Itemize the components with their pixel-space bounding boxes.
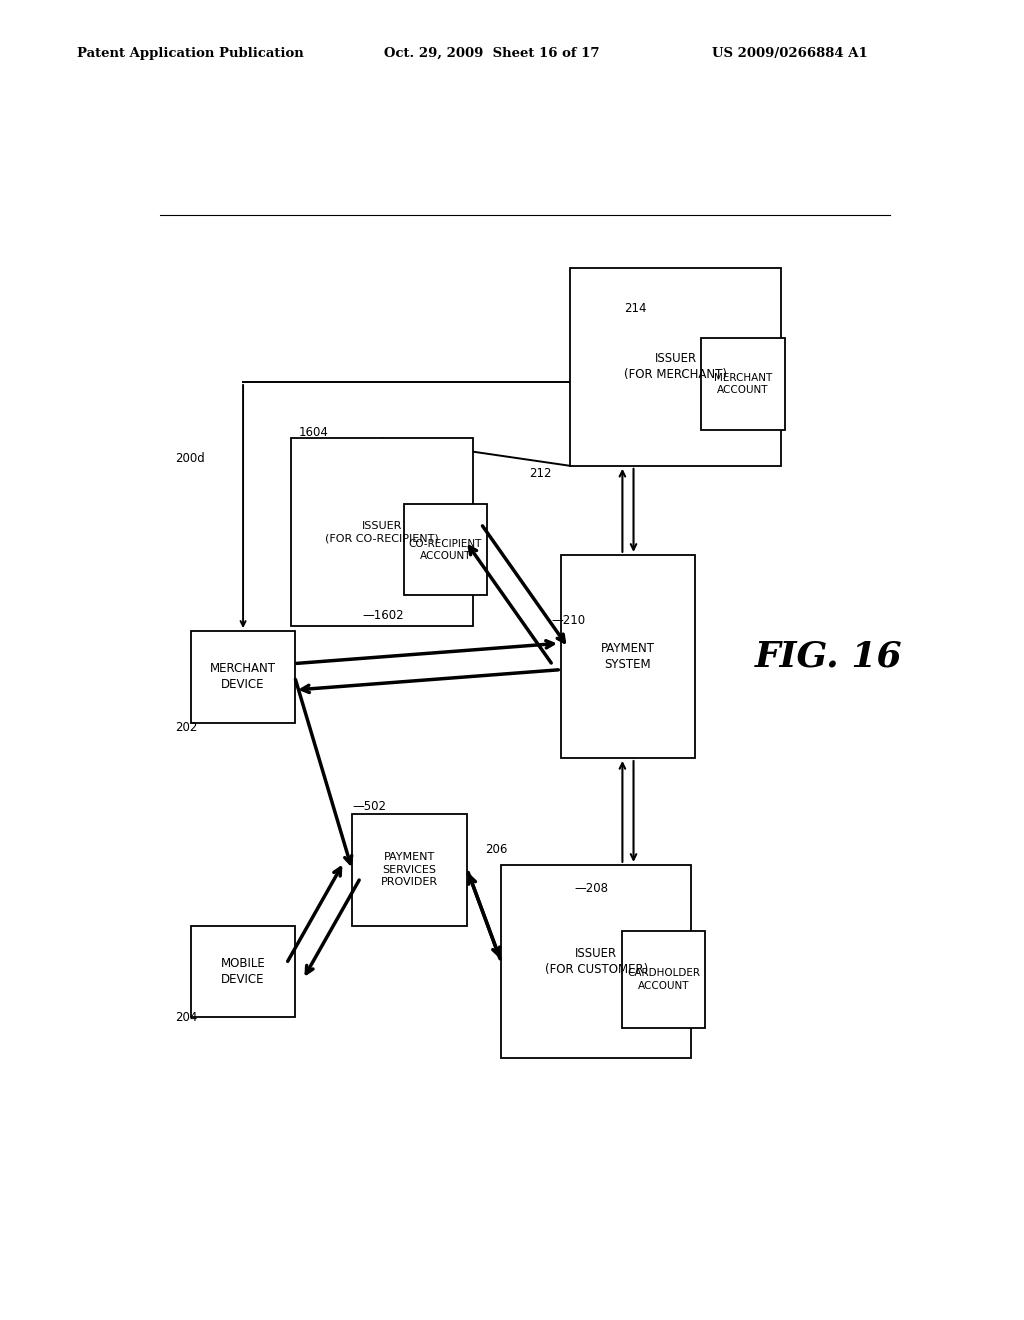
- Text: —502: —502: [352, 800, 387, 813]
- Bar: [352, 814, 467, 925]
- Text: ISSUER
(FOR MERCHANT): ISSUER (FOR MERCHANT): [624, 352, 727, 381]
- Text: CARDHOLDER
ACCOUNT: CARDHOLDER ACCOUNT: [627, 969, 700, 991]
- Bar: [501, 865, 691, 1057]
- Text: US 2009/0266884 A1: US 2009/0266884 A1: [712, 46, 867, 59]
- Text: MERCHANT
ACCOUNT: MERCHANT ACCOUNT: [714, 372, 772, 395]
- Text: 212: 212: [528, 467, 551, 480]
- Text: MOBILE
DEVICE: MOBILE DEVICE: [221, 957, 265, 986]
- Text: MERCHANT
DEVICE: MERCHANT DEVICE: [210, 663, 276, 692]
- Bar: [191, 631, 295, 722]
- Text: ISSUER
(FOR CO-RECIPIENT): ISSUER (FOR CO-RECIPIENT): [325, 521, 439, 544]
- Bar: [570, 268, 780, 466]
- Bar: [191, 925, 295, 1018]
- Text: 1604: 1604: [299, 426, 329, 440]
- Text: PAYMENT
SYSTEM: PAYMENT SYSTEM: [601, 642, 655, 671]
- Bar: [701, 338, 784, 430]
- Text: 204: 204: [176, 1011, 198, 1024]
- Text: Oct. 29, 2009  Sheet 16 of 17: Oct. 29, 2009 Sheet 16 of 17: [384, 46, 599, 59]
- Text: ISSUER
(FOR CUSTOMER): ISSUER (FOR CUSTOMER): [545, 946, 648, 975]
- Bar: [560, 554, 695, 758]
- Text: —210: —210: [552, 614, 586, 627]
- Text: —1602: —1602: [362, 610, 403, 622]
- Bar: [403, 504, 487, 595]
- Text: FIG. 16: FIG. 16: [755, 639, 902, 673]
- Bar: [622, 932, 706, 1028]
- Text: CO-RECIPIENT
ACCOUNT: CO-RECIPIENT ACCOUNT: [409, 539, 482, 561]
- Text: —208: —208: [574, 882, 608, 895]
- Text: 202: 202: [176, 721, 198, 734]
- Text: 214: 214: [624, 302, 646, 315]
- Bar: [291, 438, 473, 627]
- Text: PAYMENT
SERVICES
PROVIDER: PAYMENT SERVICES PROVIDER: [381, 853, 438, 887]
- Text: 206: 206: [485, 843, 508, 857]
- Text: Patent Application Publication: Patent Application Publication: [77, 46, 303, 59]
- Text: 200d: 200d: [176, 451, 206, 465]
